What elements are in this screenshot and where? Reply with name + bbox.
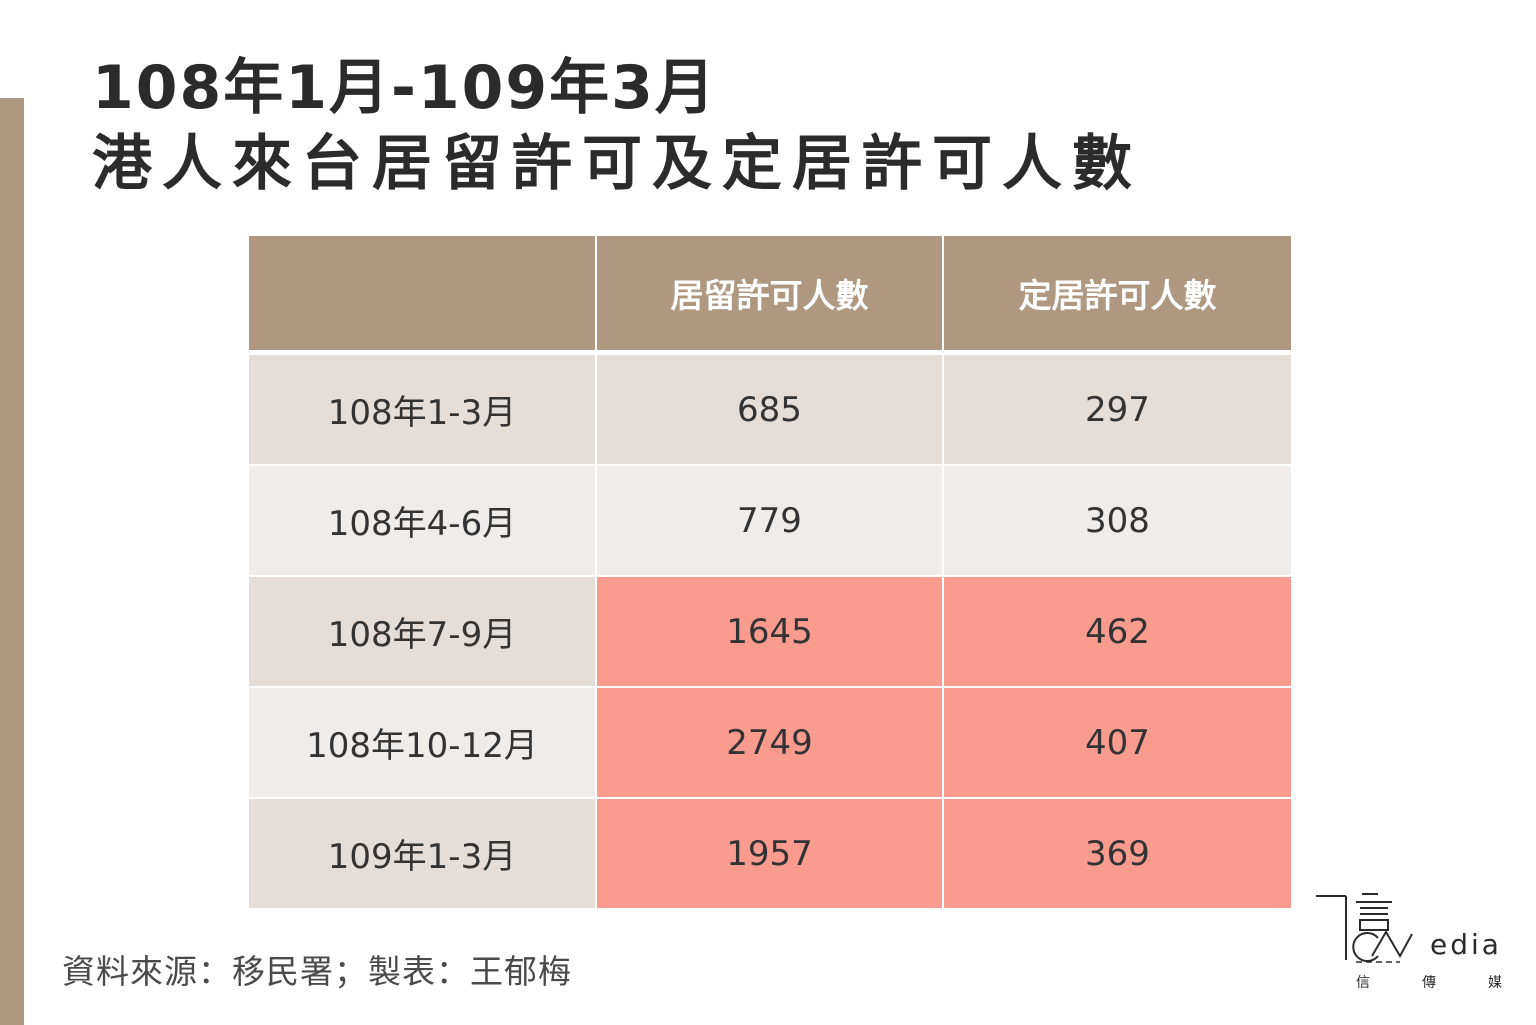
residence-value-cell: 2749 [596, 687, 944, 798]
settlement-value-cell: 369 [943, 798, 1291, 908]
title-line-2: 港人來台居留許可及定居許可人數 [92, 129, 1142, 199]
cm-media-logo-icon [1316, 893, 1413, 963]
residence-value-cell: 779 [596, 465, 944, 576]
side-accent-bar [0, 98, 24, 1025]
residence-value-cell: 1645 [596, 576, 944, 687]
page-title: 108年1月-109年3月 港人來台居留許可及定居許可人數 [92, 50, 1142, 202]
settlement-value-cell: 407 [943, 687, 1291, 798]
logo-char-2: 傳 [1422, 975, 1436, 991]
header-empty [249, 236, 597, 353]
logo-chinese: 信 傳 媒 [1356, 972, 1502, 992]
period-cell: 108年10-12月 [249, 687, 597, 798]
period-cell: 109年1-3月 [249, 798, 597, 908]
settlement-value-cell: 462 [943, 576, 1291, 687]
settlement-value-cell: 308 [943, 465, 1291, 576]
residence-value-cell: 685 [596, 352, 944, 465]
logo-char-1: 信 [1356, 975, 1370, 991]
logo-text: edia [1430, 928, 1502, 961]
period-cell: 108年1-3月 [249, 352, 597, 465]
table-row: 108年10-12月 2749 407 [249, 687, 1291, 798]
table-row: 108年1-3月 685 297 [249, 352, 1291, 465]
source-note: 資料來源：移民署；製表：王郁梅 [62, 952, 572, 991]
table-row: 109年1-3月 1957 369 [249, 798, 1291, 908]
table-row: 108年4-6月 779 308 [249, 465, 1291, 576]
header-residence-permits: 居留許可人數 [596, 236, 944, 353]
settlement-value-cell: 297 [943, 352, 1291, 465]
data-table: 居留許可人數 定居許可人數 108年1-3月 685 297 108年4-6月 779 3… [249, 236, 1291, 908]
logo-char-3: 媒 [1488, 975, 1502, 991]
period-cell: 108年4-6月 [249, 465, 597, 576]
title-line-1: 108年1月-109年3月 [92, 53, 717, 123]
header-settlement-permits: 定居許可人數 [943, 236, 1291, 353]
table-row: 108年7-9月 1645 462 [249, 576, 1291, 687]
residence-value-cell: 1957 [596, 798, 944, 908]
table-header-row: 居留許可人數 定居許可人數 [249, 236, 1291, 353]
period-cell: 108年7-9月 [249, 576, 597, 687]
